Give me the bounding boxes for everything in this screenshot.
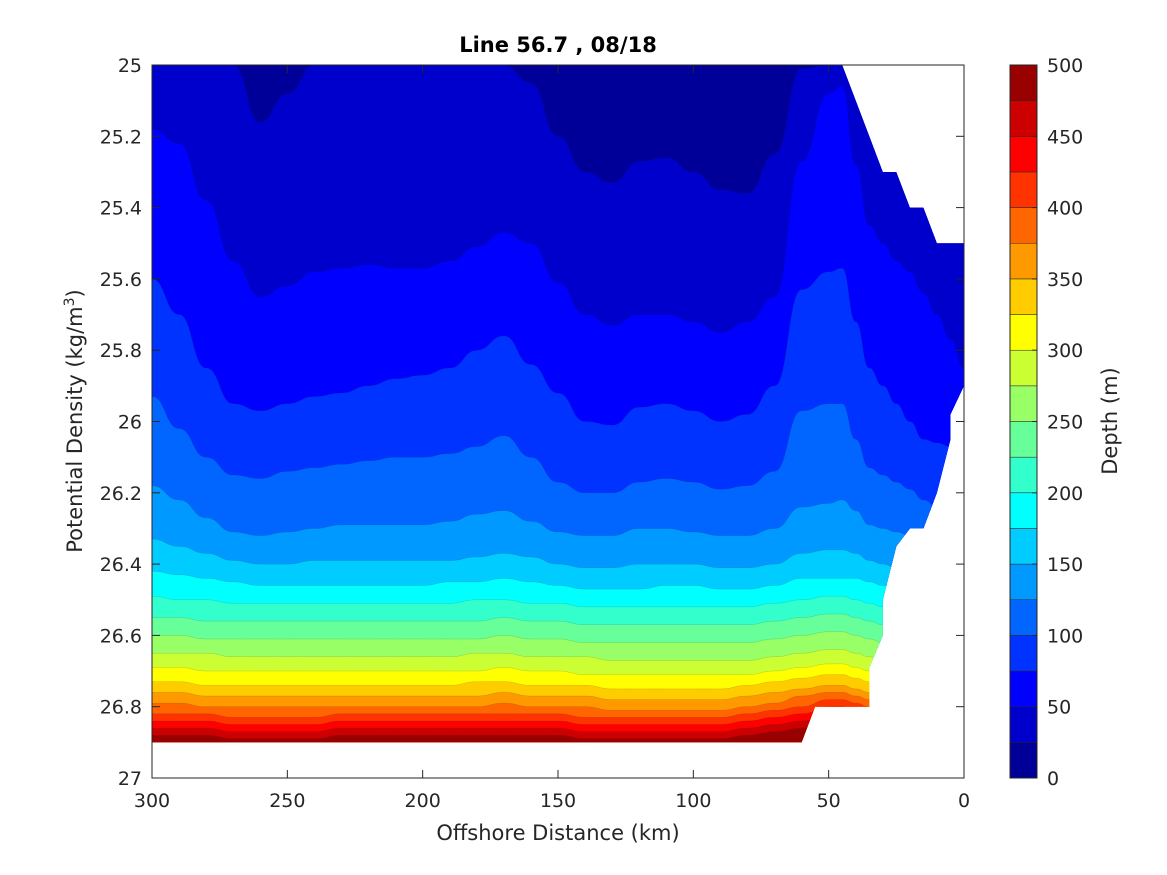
x-tick-label: 50 <box>817 790 841 812</box>
y-tick-label: 25.2 <box>100 126 142 148</box>
colorbar-tick-label: 150 <box>1047 554 1083 576</box>
colorbar-tick-label: 400 <box>1047 198 1083 220</box>
chart-title: Line 56.7 , 08/18 <box>459 33 657 57</box>
colorbar-swatch <box>1009 136 1038 173</box>
y-tick-label: 27 <box>118 768 142 790</box>
y-tick-label: 25.4 <box>100 198 142 220</box>
plot-area: 300 250 200 150 100 50 0 2525.225.425.625.8262… <box>100 55 970 812</box>
colorbar-swatch <box>1009 100 1038 137</box>
colorbar-tick-label: 350 <box>1047 269 1083 291</box>
colorbar-tick-label: 450 <box>1047 126 1083 148</box>
x-tick-label: 0 <box>958 790 970 812</box>
x-tick-label: 300 <box>134 790 170 812</box>
colorbar-swatch <box>1009 171 1038 208</box>
colorbar-swatch <box>1009 278 1038 315</box>
x-tick-label: 100 <box>675 790 711 812</box>
colorbar-label: Depth (m) <box>1098 367 1122 474</box>
colorbar-swatch <box>1009 64 1038 101</box>
colorbar-tick-label: 50 <box>1047 697 1071 719</box>
y-tick-label: 26.6 <box>100 625 142 647</box>
colorbar-tick-label: 100 <box>1047 625 1083 647</box>
colorbar-tick-label: 500 <box>1047 55 1083 77</box>
colorbar-swatch <box>1009 706 1038 743</box>
colorbar-swatch <box>1009 563 1038 600</box>
colorbar-swatch <box>1009 456 1038 494</box>
colorbar-tick-label: 300 <box>1047 340 1083 362</box>
y-tick-label: 26.4 <box>100 554 142 576</box>
colorbar: 0 50 100 150 200 250 300 350 400 450 500 Depth (m) <box>1009 55 1122 790</box>
x-axis-label: Offshore Distance (km) <box>436 821 679 845</box>
colorbar-tick-label: 250 <box>1047 412 1083 434</box>
colorbar-swatch <box>1009 528 1038 565</box>
y-tick-label: 26.2 <box>100 483 142 505</box>
x-tick-label: 200 <box>405 790 441 812</box>
colorbar-swatch <box>1009 670 1038 707</box>
colorbar-tick-label: 0 <box>1047 768 1059 790</box>
colorbar-swatch <box>1009 421 1038 458</box>
colorbar-swatch <box>1009 492 1038 529</box>
colorbar-swatch <box>1009 635 1038 672</box>
colorbar-swatch <box>1009 314 1038 351</box>
x-axis: 300 250 200 150 100 50 0 <box>134 65 970 812</box>
y-tick-label: 25 <box>118 55 142 77</box>
colorbar-swatch <box>1009 742 1038 779</box>
colorbar-ticks: 0 50 100 150 200 250 300 350 400 450 500 <box>1032 55 1083 790</box>
colorbar-swatch <box>1009 349 1038 387</box>
colorbar-swatch <box>1009 207 1038 244</box>
y-tick-label: 25.8 <box>100 340 142 362</box>
x-tick-label: 250 <box>269 790 305 812</box>
y-axis-label-suffix: ) <box>63 289 87 297</box>
y-axis-label-main: Potential Density (kg/m <box>63 306 87 552</box>
y-axis-label: Potential Density (kg/m3) <box>62 289 87 553</box>
y-axis: 25 25.2 25.4 25.6 25.8 26 26.2 26.4 26.6 26.8 27 <box>100 55 964 790</box>
colorbar-swatch <box>1009 385 1038 422</box>
colorbar-swatch <box>1009 599 1038 636</box>
contour-bands <box>152 65 964 743</box>
colorbar-tick-label: 200 <box>1047 483 1083 505</box>
y-tick-label: 26.8 <box>100 697 142 719</box>
y-tick-label: 25.6 <box>100 269 142 291</box>
colorbar-swatch <box>1009 243 1038 280</box>
y-tick-label: 26 <box>118 412 142 434</box>
x-tick-label: 150 <box>540 790 576 812</box>
y-axis-label-superscript: 3 <box>62 297 78 306</box>
